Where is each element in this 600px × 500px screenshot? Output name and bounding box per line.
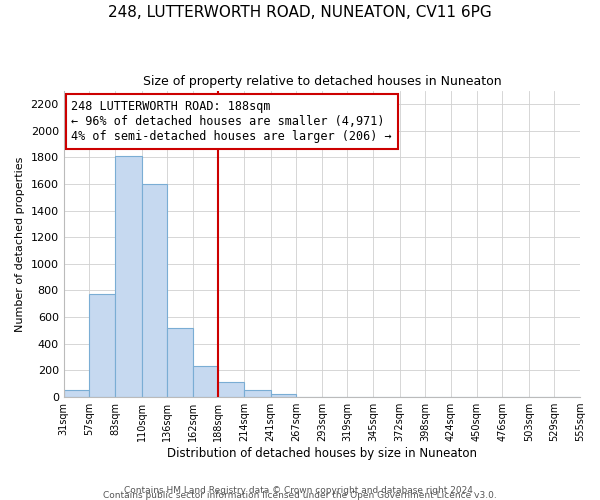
- Bar: [115, 156, 142, 397]
- Y-axis label: Number of detached properties: Number of detached properties: [15, 156, 25, 332]
- Title: Size of property relative to detached houses in Nuneaton: Size of property relative to detached ho…: [143, 75, 501, 88]
- Bar: [193, 366, 218, 397]
- Text: Contains HM Land Registry data © Crown copyright and database right 2024.: Contains HM Land Registry data © Crown c…: [124, 486, 476, 495]
- Bar: [244, 390, 271, 397]
- X-axis label: Distribution of detached houses by size in Nuneaton: Distribution of detached houses by size …: [167, 447, 477, 460]
- Bar: [142, 184, 167, 397]
- Bar: [271, 394, 296, 397]
- Text: 248 LUTTERWORTH ROAD: 188sqm
← 96% of detached houses are smaller (4,971)
4% of : 248 LUTTERWORTH ROAD: 188sqm ← 96% of de…: [71, 100, 392, 143]
- Text: Contains public sector information licensed under the Open Government Licence v3: Contains public sector information licen…: [103, 491, 497, 500]
- Bar: [89, 294, 115, 397]
- Bar: [64, 390, 89, 397]
- Bar: [218, 382, 244, 397]
- Text: 248, LUTTERWORTH ROAD, NUNEATON, CV11 6PG: 248, LUTTERWORTH ROAD, NUNEATON, CV11 6P…: [108, 5, 492, 20]
- Bar: [167, 328, 193, 397]
